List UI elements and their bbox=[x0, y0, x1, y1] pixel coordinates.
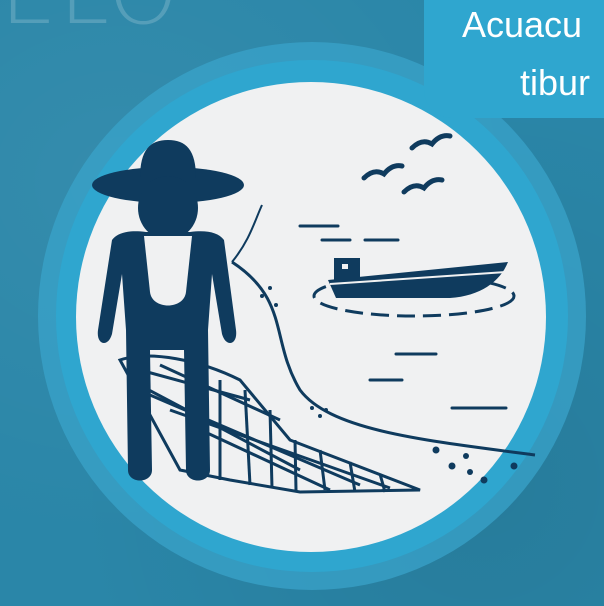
fisherman-icon bbox=[92, 140, 244, 481]
title-banner bbox=[424, 0, 604, 118]
background-watermark-text: ELO bbox=[0, 0, 181, 45]
title-line-1: Acuacu bbox=[462, 4, 583, 45]
title-line-2: tibur bbox=[520, 62, 591, 103]
sand-dots bbox=[260, 286, 518, 484]
fishing-net-icon bbox=[117, 354, 421, 494]
boat-icon bbox=[312, 258, 516, 318]
water-lines bbox=[298, 224, 508, 410]
birds-icon bbox=[361, 133, 453, 195]
shoreline-icon bbox=[231, 260, 536, 457]
